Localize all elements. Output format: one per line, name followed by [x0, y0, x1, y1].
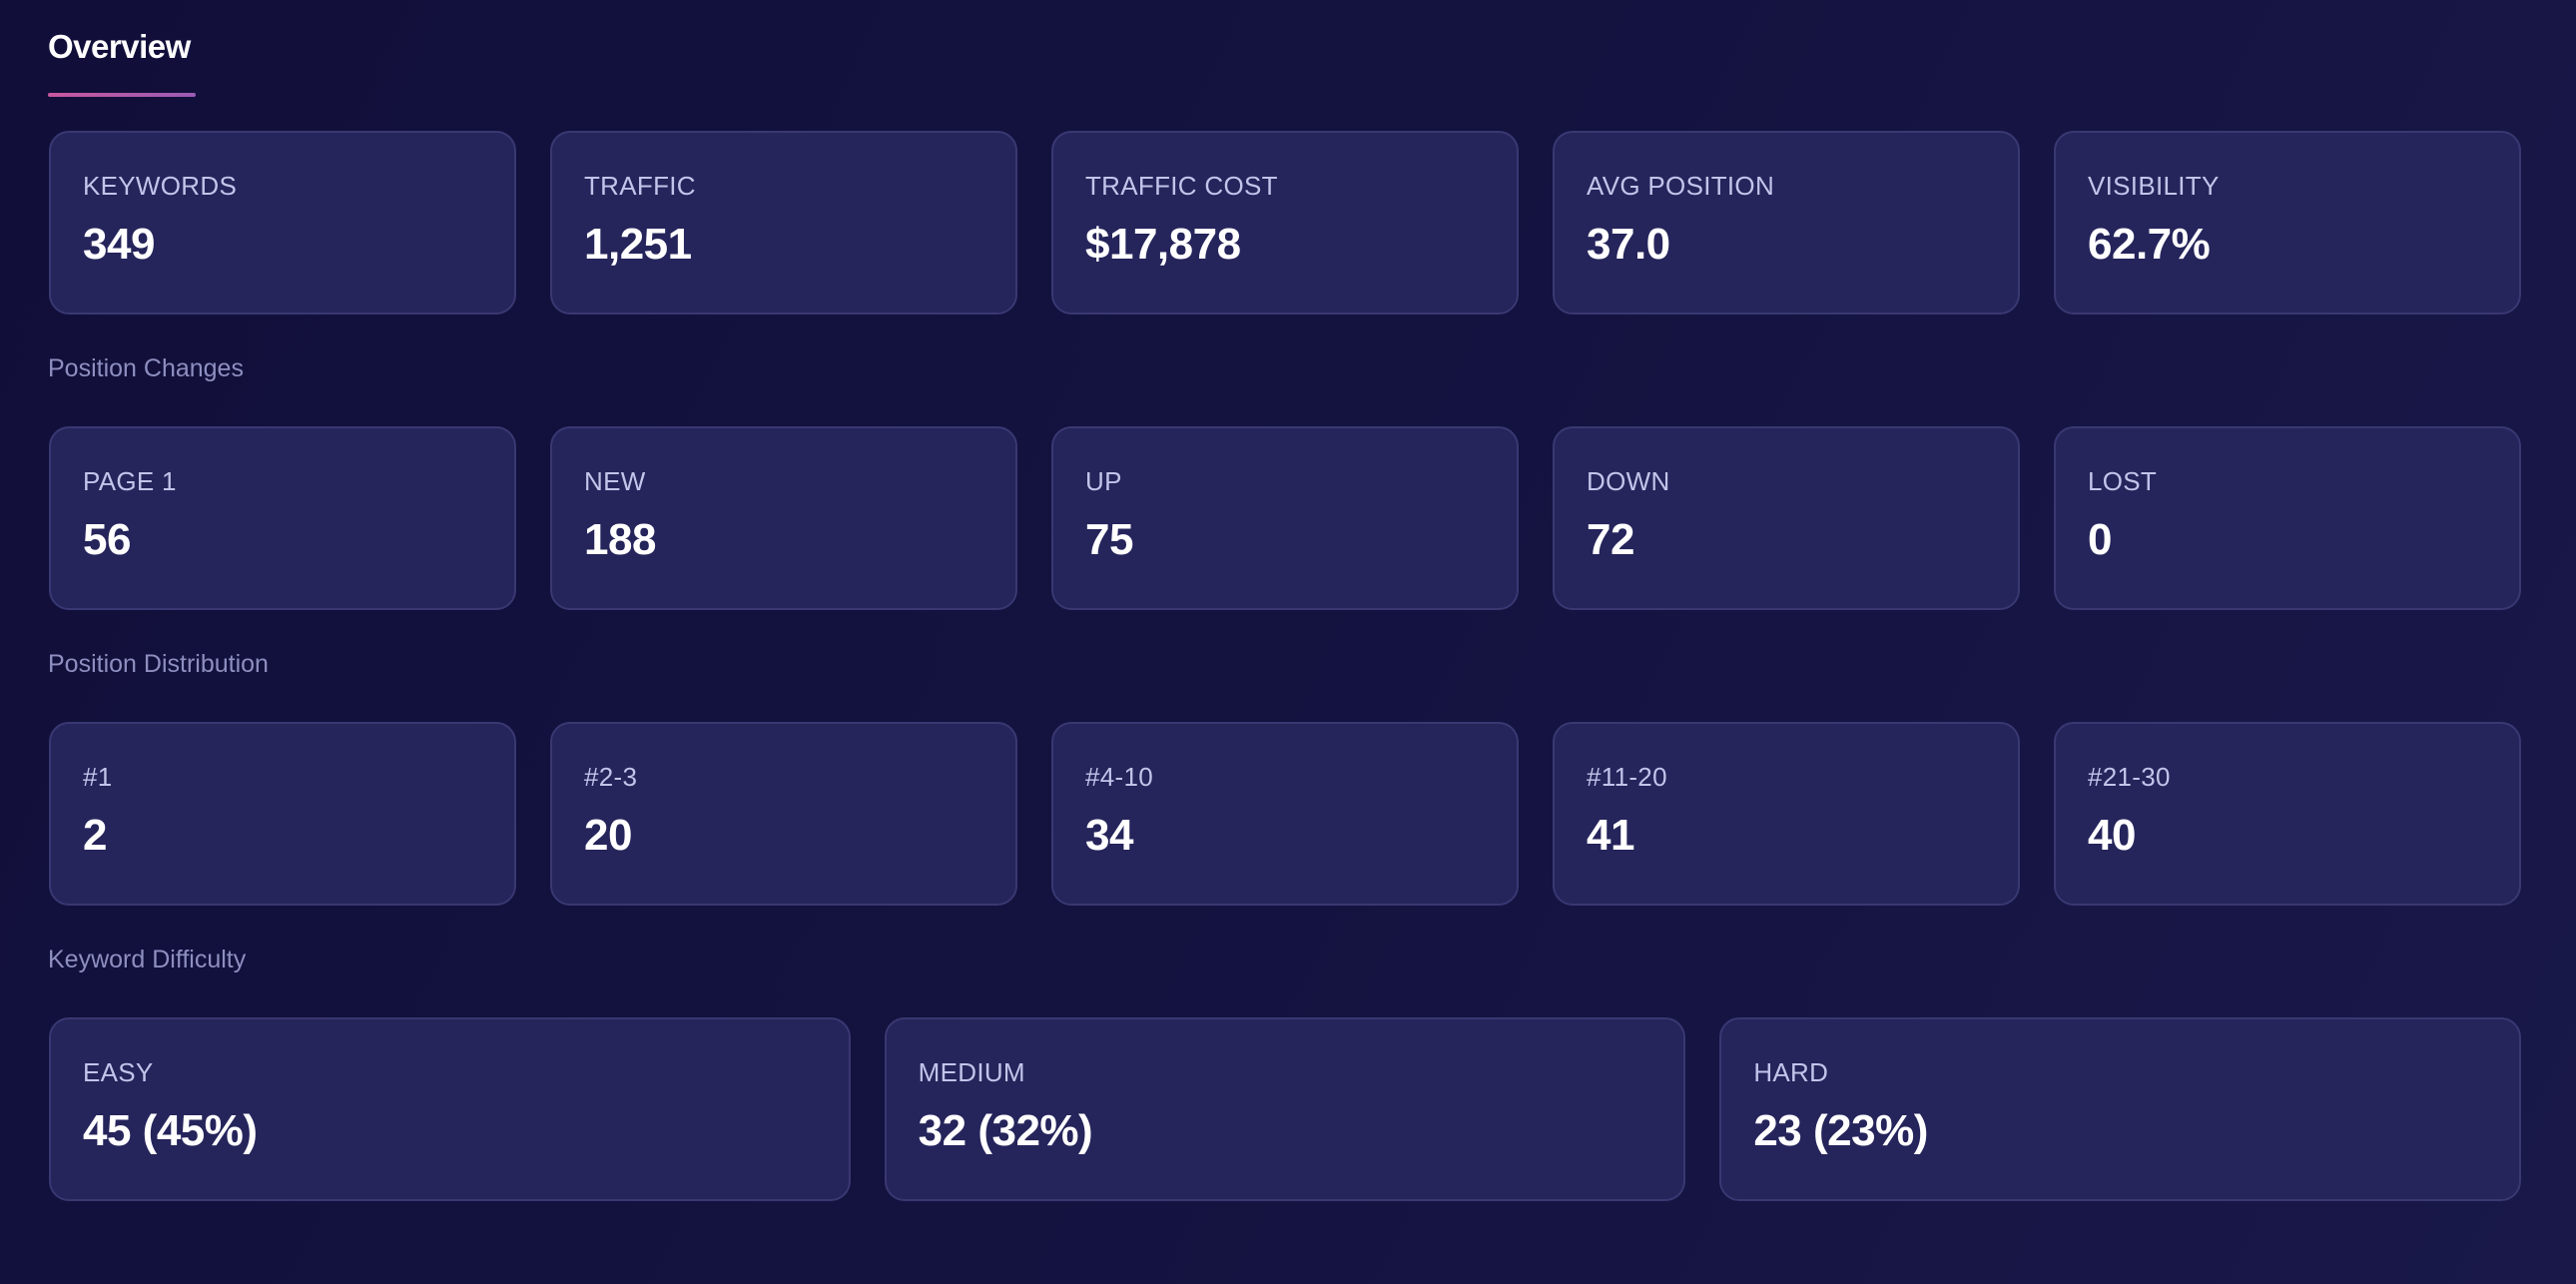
metric-label: LOST: [2088, 466, 2158, 496]
metric-label: VISIBILITY: [2088, 171, 2220, 201]
metric-card-pos-2-3: #2-3 20: [550, 722, 1017, 906]
page-title: Overview: [48, 28, 191, 65]
metric-card-traffic: TRAFFIC 1,251: [550, 131, 1017, 315]
metric-value: $17,878: [1085, 220, 1241, 269]
section-title-position-changes: Position Changes: [48, 354, 244, 382]
metric-value: 56: [83, 515, 131, 564]
metric-label: EASY: [83, 1057, 154, 1087]
metric-value: 75: [1085, 515, 1133, 564]
metric-value: 41: [1587, 811, 1634, 860]
metric-label: MEDIUM: [918, 1057, 1025, 1087]
metric-card-pos-21-30: #21-30 40: [2054, 722, 2521, 906]
metric-value: 188: [584, 515, 656, 564]
metric-card-visibility: VISIBILITY 62.7%: [2054, 131, 2521, 315]
metric-value: 2: [83, 811, 107, 860]
metric-card-up: UP 75: [1051, 426, 1519, 610]
keyword-difficulty-metrics: EASY 45 (45%) MEDIUM 32 (32%) HARD 23 (23%): [49, 1017, 2521, 1201]
metric-label: AVG POSITION: [1587, 171, 1775, 201]
metric-label: PAGE 1: [83, 466, 177, 496]
metric-value: 72: [1587, 515, 1634, 564]
metric-label: #11-20: [1587, 762, 1667, 792]
metric-label: HARD: [1753, 1057, 1829, 1087]
metric-card-traffic-cost: TRAFFIC COST $17,878: [1051, 131, 1519, 315]
metric-value: 32 (32%): [918, 1106, 1093, 1155]
metric-card-avg-position: AVG POSITION 37.0: [1553, 131, 2020, 315]
metric-value: 62.7%: [2088, 220, 2211, 269]
metric-label: #4-10: [1085, 762, 1153, 792]
metric-card-easy: EASY 45 (45%): [49, 1017, 851, 1201]
metric-value: 20: [584, 811, 632, 860]
metric-card-new: NEW 188: [550, 426, 1017, 610]
metric-card-pos-11-20: #11-20 41: [1553, 722, 2020, 906]
metric-label: KEYWORDS: [83, 171, 238, 201]
metric-label: UP: [1085, 466, 1122, 496]
metric-value: 1,251: [584, 220, 692, 269]
metric-label: #2-3: [584, 762, 638, 792]
metric-card-pos-1: #1 2: [49, 722, 516, 906]
metric-value: 0: [2088, 515, 2112, 564]
position-distribution-metrics: #1 2 #2-3 20 #4-10 34 #11-20 41 #21-30 40: [49, 722, 2521, 906]
metric-card-down: DOWN 72: [1553, 426, 2020, 610]
metric-card-keywords: KEYWORDS 349: [49, 131, 516, 315]
metric-label: #21-30: [2088, 762, 2171, 792]
metric-value: 349: [83, 220, 155, 269]
section-title-position-distribution: Position Distribution: [48, 650, 269, 678]
metric-card-pos-4-10: #4-10 34: [1051, 722, 1519, 906]
metric-label: TRAFFIC: [584, 171, 696, 201]
metric-value: 40: [2088, 811, 2136, 860]
title-underline: [48, 93, 196, 97]
overview-metrics: KEYWORDS 349 TRAFFIC 1,251 TRAFFIC COST $17…: [49, 131, 2521, 315]
metric-value: 37.0: [1587, 220, 1670, 269]
metric-label: DOWN: [1587, 466, 1670, 496]
metric-card-page-1: PAGE 1 56: [49, 426, 516, 610]
metric-card-lost: LOST 0: [2054, 426, 2521, 610]
metric-value: 23 (23%): [1753, 1106, 1928, 1155]
section-title-keyword-difficulty: Keyword Difficulty: [48, 946, 247, 973]
position-changes-metrics: PAGE 1 56 NEW 188 UP 75 DOWN 72 LOST 0: [49, 426, 2521, 610]
metric-card-hard: HARD 23 (23%): [1719, 1017, 2521, 1201]
metric-label: TRAFFIC COST: [1085, 171, 1278, 201]
metric-value: 45 (45%): [83, 1106, 258, 1155]
metric-label: #1: [83, 762, 113, 792]
metric-label: NEW: [584, 466, 646, 496]
metric-value: 34: [1085, 811, 1133, 860]
metric-card-medium: MEDIUM 32 (32%): [884, 1017, 1686, 1201]
